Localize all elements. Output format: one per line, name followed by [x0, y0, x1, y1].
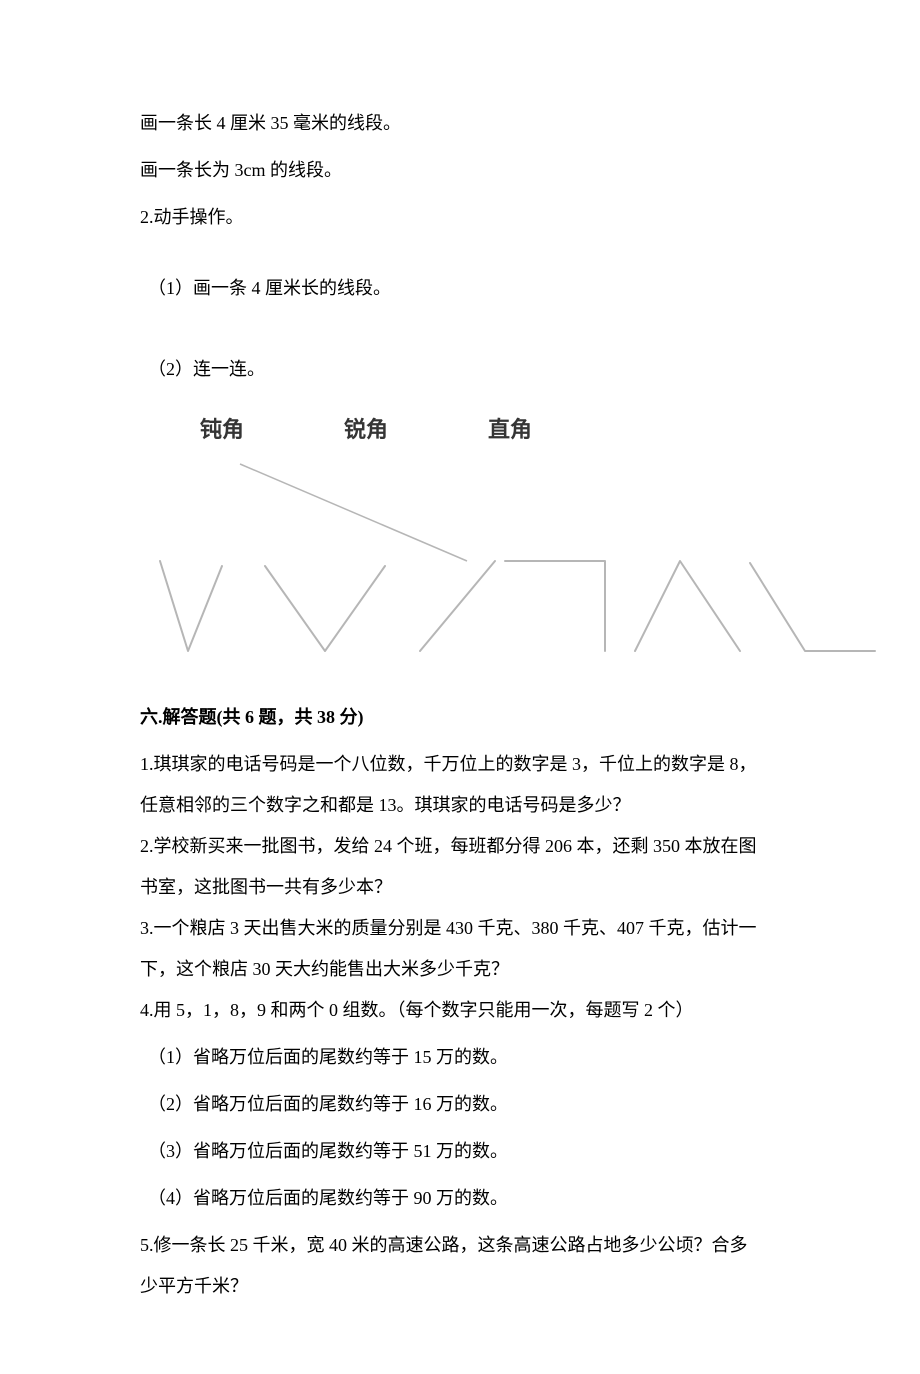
q4-4: （4）省略万位后面的尾数约等于 90 万的数。 — [140, 1185, 780, 1212]
instruction-line-1: 画一条长 4 厘米 35 毫米的线段。 — [140, 110, 780, 137]
question-2-head: 2.动手操作。 — [140, 204, 780, 231]
document-page: 画一条长 4 厘米 35 毫米的线段。 画一条长为 3cm 的线段。 2.动手操… — [0, 0, 920, 1374]
angle-figure — [140, 456, 780, 674]
q2-line2: 书室，这批图书一共有多少本？ — [140, 874, 780, 901]
q3-line1: 3.一个粮店 3 天出售大米的质量分别是 430 千克、380 千克、407 千… — [140, 915, 780, 942]
label-right: 直角 — [488, 413, 532, 446]
question-2-1: （1）画一条 4 厘米长的线段。 — [140, 275, 780, 302]
q3-line2: 下，这个粮店 30 天大约能售出大米多少千克？ — [140, 956, 780, 983]
question-2-2: （2）连一连。 — [140, 356, 780, 383]
q4-3: （3）省略万位后面的尾数约等于 51 万的数。 — [140, 1138, 780, 1165]
spacer — [140, 322, 780, 356]
q1-line1: 1.琪琪家的电话号码是一个八位数，千万位上的数字是 3，千位上的数字是 8， — [140, 751, 780, 778]
instruction-line-2: 画一条长为 3cm 的线段。 — [140, 157, 780, 184]
spacer — [140, 251, 780, 275]
q1-line2: 任意相邻的三个数字之和都是 13。琪琪家的电话号码是多少？ — [140, 792, 780, 819]
label-acute: 锐角 — [344, 413, 388, 446]
q4-head: 4.用 5，1，8，9 和两个 0 组数。（每个数字只能用一次，每题写 2 个） — [140, 997, 780, 1024]
q5-line1: 5.修一条长 25 千米，宽 40 米的高速公路，这条高速公路占地多少公顷？合多 — [140, 1232, 780, 1259]
section-6-heading: 六.解答题(共 6 题，共 38 分) — [140, 704, 780, 731]
q4-2: （2）省略万位后面的尾数约等于 16 万的数。 — [140, 1091, 780, 1118]
q5-line2: 少平方千米？ — [140, 1273, 780, 1300]
angles-svg — [140, 456, 880, 666]
q2-line1: 2.学校新买来一批图书，发给 24 个班，每班都分得 206 本，还剩 350 … — [140, 833, 780, 860]
q4-1: （1）省略万位后面的尾数约等于 15 万的数。 — [140, 1044, 780, 1071]
angle-labels-row: 钝角 锐角 直角 — [140, 413, 780, 446]
label-obtuse: 钝角 — [200, 413, 244, 446]
